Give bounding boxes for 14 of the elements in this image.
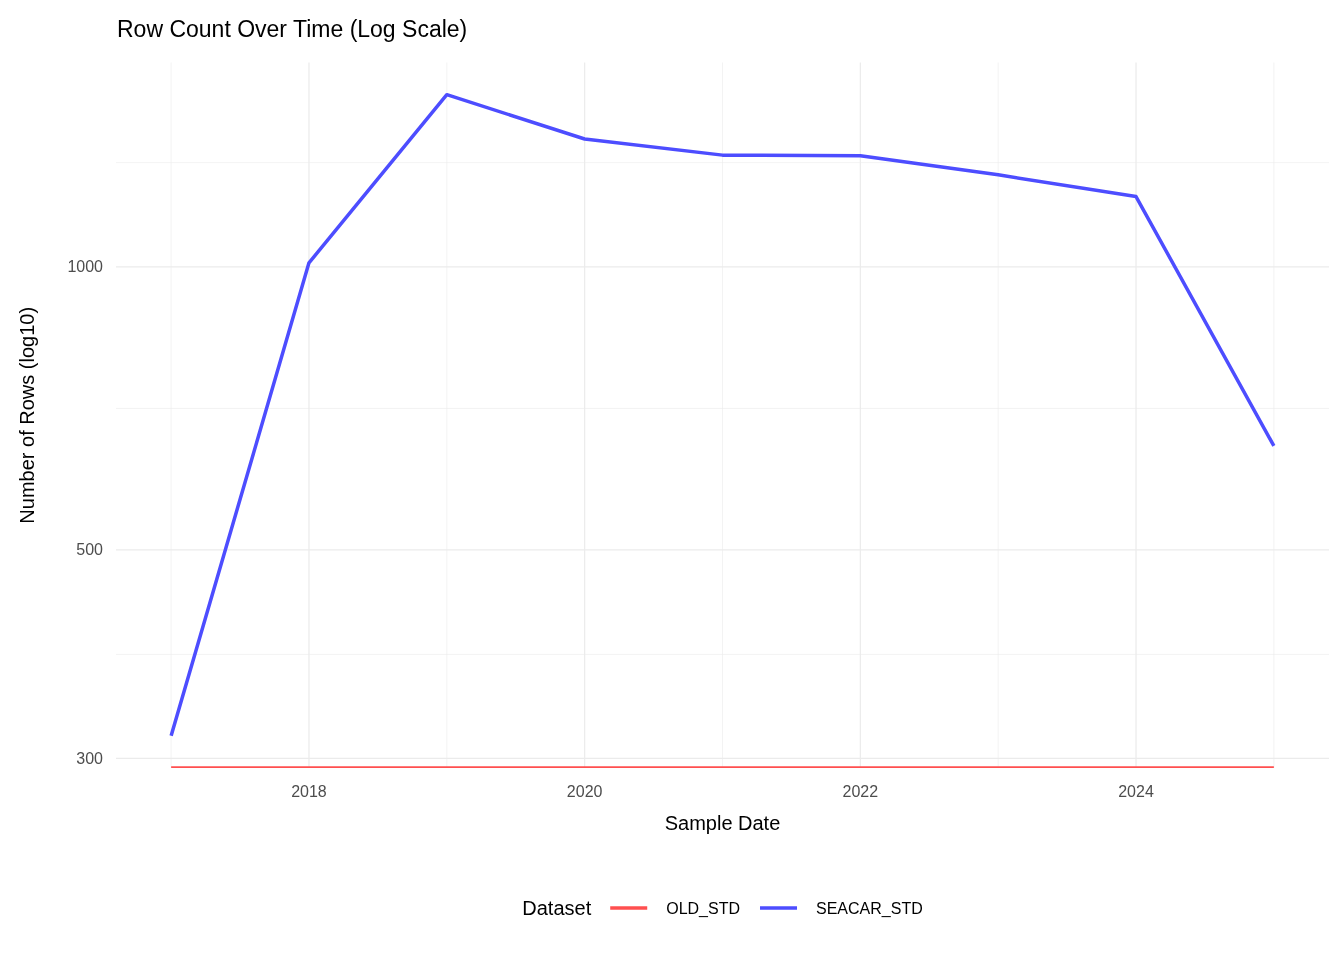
x-tick-label: 2020 xyxy=(566,782,603,800)
y-tick-label: 1000 xyxy=(67,258,104,276)
line-series xyxy=(169,92,1276,738)
chart-title: Row Count Over Time (Log Scale) xyxy=(117,16,468,42)
x-tick-label: 2024 xyxy=(1118,782,1154,800)
legend-title: Dataset xyxy=(522,897,592,919)
x-tick-label: 2022 xyxy=(842,782,879,800)
y-axis-title: Number of Rows (log10) xyxy=(16,306,38,524)
y-tick-label: 500 xyxy=(76,541,104,559)
x-tick-label: 2018 xyxy=(291,782,327,800)
x-axis-title: Sample Date xyxy=(664,812,781,834)
legend-label: SEACAR_STD xyxy=(816,899,923,918)
y-tick-label: 300 xyxy=(76,749,104,767)
legend-label: OLD_STD xyxy=(666,899,741,918)
